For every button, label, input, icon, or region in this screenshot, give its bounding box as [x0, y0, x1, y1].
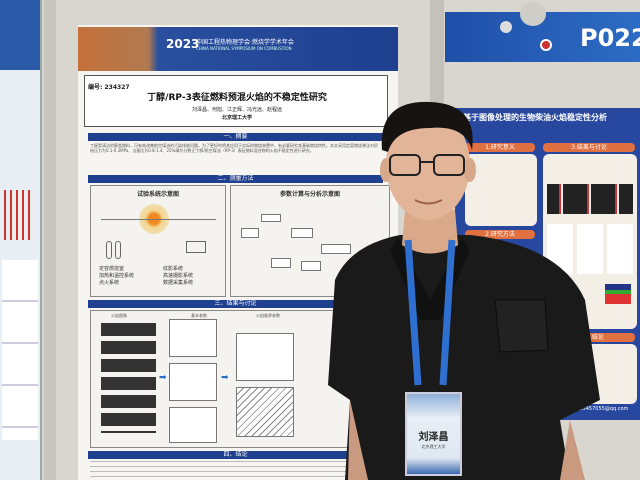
section-methods-header: 二、测量方法 — [88, 175, 383, 183]
neck — [402, 210, 458, 254]
banner-conference-en: CHINA NATIONAL SYMPOSIUM ON COMBUSTION — [196, 46, 292, 51]
banner-year: 2023 — [166, 37, 200, 51]
badge-affiliation: 北京理工大学 — [421, 444, 446, 449]
logo-icon — [500, 21, 512, 33]
pocket — [494, 299, 549, 353]
section-abstract-header: 一、摘要 — [88, 133, 383, 141]
left-poster — [0, 0, 42, 480]
system-item: 定容燃烧室 — [99, 266, 125, 272]
right-section-header: 1.研究意义 — [465, 143, 535, 152]
arm — [348, 400, 368, 480]
system-diagram-panel: 试验系统示意图 定容燃烧室 加热和温控系统 点火系统 纹影系统 高速摄影系统 数… — [90, 185, 226, 297]
section-conclusion-header: 四、结论 — [88, 451, 383, 459]
plot — [169, 319, 217, 357]
system-item: 点火系统 — [99, 280, 120, 286]
main-poster: 2023 中国工程热物理学会·燃烧学学术年会 CHINA NATIONAL SY… — [78, 25, 398, 480]
system-item: 数据采集系统 — [163, 280, 194, 286]
badge-name: 刘泽昌 — [418, 432, 449, 443]
right-poster-title: 基于图像处理的生物柴油火焰稳定性分析 — [463, 113, 607, 122]
arm — [560, 420, 585, 480]
system-diagram-title: 试验系统示意图 — [136, 191, 179, 198]
result-label: 火焰图像 — [111, 313, 127, 318]
right-section-header: 2.研究方法 — [465, 230, 535, 239]
section-results-header: 三、结果与讨论 — [88, 300, 383, 308]
shirt — [328, 235, 600, 480]
logo-icon — [540, 39, 552, 51]
right-section-header: 3.结果与讨论 — [543, 143, 635, 152]
result-label: 火焰临界参数 — [256, 313, 280, 318]
poster-stand-pole — [44, 0, 56, 480]
name-badge: 刘泽昌 北京理工大学 — [405, 392, 462, 476]
poster-title: 丁醇/RP-3表征燃料预混火焰的不稳定性研究 — [147, 93, 327, 103]
ceiling-fixture — [520, 2, 546, 26]
plot — [236, 333, 294, 381]
parameter-diagram-panel: 参数计算与分析示意图 — [230, 185, 390, 297]
collar — [390, 238, 470, 320]
hair — [381, 101, 473, 152]
mouth — [414, 199, 443, 205]
right-section-header: 4.结论 — [555, 333, 635, 342]
poster-code: P022 — [580, 24, 640, 52]
abstract-text: 丁醇是清洁的醇类燃料，可有效改善航空煤油的污染排放问题。为了更好的将其应用于实际… — [90, 143, 378, 153]
banner-conference: 中国工程热物理学会·燃烧学学术年会 — [196, 39, 294, 46]
glasses-icon — [389, 154, 465, 176]
poster-affiliation: 北京理工大学 — [221, 115, 252, 121]
face — [386, 110, 470, 220]
ear — [464, 158, 476, 182]
parameter-diagram-title: 参数计算与分析示意图 — [279, 191, 340, 198]
system-item: 纹影系统 — [163, 266, 184, 272]
lanyard — [404, 239, 456, 386]
plot — [169, 363, 217, 401]
contact-email: 1725457055@qq.com — [573, 406, 629, 412]
result-label: 基本参数 — [191, 313, 207, 318]
system-item: 高速摄影系统 — [163, 273, 194, 279]
arrow-icon: ➡ — [221, 373, 229, 383]
poster-number: 编号: 234327 — [88, 84, 130, 91]
title-box: 编号: 234327 丁醇/RP-3表征燃料预混火焰的不稳定性研究 刘泽昌、何旭… — [84, 75, 388, 127]
plot — [169, 407, 217, 443]
arrow-icon: ➡ — [159, 373, 167, 383]
system-item: 加热和温控系统 — [99, 273, 135, 279]
flame-images — [101, 323, 156, 433]
poster-banner: 2023 中国工程热物理学会·燃烧学学术年会 CHINA NATIONAL SY… — [78, 27, 398, 71]
poster-authors: 刘泽昌、何旭、江正辉、冯光远、赵程远 — [191, 107, 282, 113]
plot — [236, 387, 294, 437]
